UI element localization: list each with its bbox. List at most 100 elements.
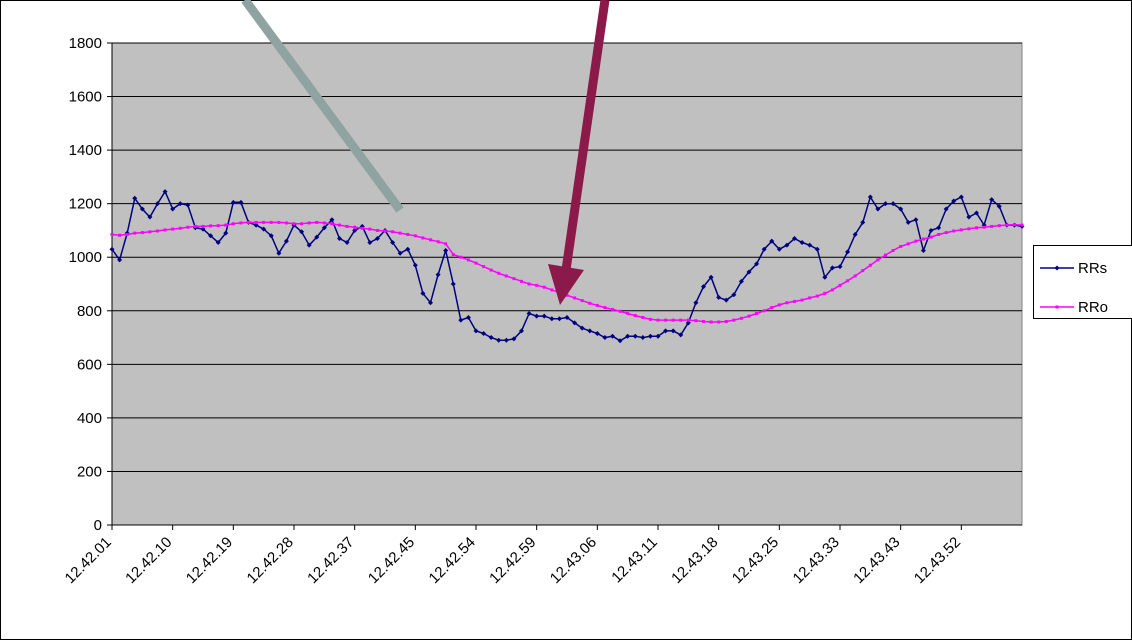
point-marker <box>565 293 569 297</box>
point-marker <box>542 285 546 289</box>
point-marker <box>519 328 524 334</box>
point-marker <box>473 328 479 334</box>
point-marker <box>412 262 418 268</box>
point-marker <box>421 236 425 240</box>
point-marker <box>413 234 417 238</box>
point-marker <box>679 318 683 322</box>
point-marker <box>247 220 250 224</box>
point-marker <box>792 235 797 241</box>
point-marker <box>345 224 349 228</box>
point-marker <box>747 314 751 318</box>
point-marker <box>717 320 721 324</box>
point-marker <box>708 274 714 280</box>
point-marker <box>429 238 432 242</box>
point-marker <box>277 220 281 224</box>
point-marker <box>147 214 153 220</box>
point-marker <box>489 268 493 272</box>
point-marker <box>496 337 502 343</box>
point-marker <box>928 227 934 233</box>
point-marker <box>322 221 326 225</box>
point-marker <box>814 246 820 252</box>
point-marker <box>178 226 182 230</box>
point-marker <box>800 298 804 302</box>
point-marker <box>292 222 296 226</box>
point-marker <box>186 225 190 229</box>
point-marker <box>937 232 941 236</box>
point-marker <box>640 335 646 341</box>
point-marker <box>535 283 539 287</box>
point-marker <box>497 271 501 275</box>
point-marker <box>155 201 160 207</box>
annotation-arrowhead <box>548 264 584 305</box>
point-marker <box>943 206 949 212</box>
point-marker <box>338 223 341 227</box>
point-marker <box>617 338 623 344</box>
point-marker <box>611 307 614 311</box>
point-marker <box>647 333 653 339</box>
point-marker <box>330 222 334 226</box>
point-marker <box>132 195 138 201</box>
point-marker <box>594 331 600 337</box>
point-marker <box>534 313 540 319</box>
point-marker <box>920 248 926 254</box>
point-marker <box>861 269 865 273</box>
point-marker <box>511 336 517 342</box>
point-marker <box>785 301 789 305</box>
point-marker <box>761 246 767 252</box>
point-marker <box>541 313 547 319</box>
point-marker <box>465 314 471 320</box>
point-marker <box>860 219 866 225</box>
point-marker <box>738 278 744 284</box>
point-marker <box>459 255 463 259</box>
point-marker <box>1005 223 1009 227</box>
point-marker <box>239 221 243 225</box>
legend-marker <box>1054 265 1060 271</box>
point-marker <box>610 333 615 339</box>
point-marker <box>573 296 577 300</box>
y-tick-label: 1600 <box>69 89 102 106</box>
point-marker <box>276 250 282 256</box>
point-marker <box>936 225 942 231</box>
point-marker <box>580 299 584 303</box>
point-marker <box>1020 223 1024 227</box>
point-marker <box>709 320 713 324</box>
y-tick-label: 1000 <box>69 249 102 266</box>
point-marker <box>603 306 607 310</box>
point-marker <box>838 283 842 287</box>
point-marker <box>724 319 728 323</box>
point-marker <box>701 284 706 290</box>
point-marker <box>321 225 327 231</box>
point-marker <box>746 269 752 275</box>
point-marker <box>625 333 631 339</box>
point-marker <box>921 237 925 241</box>
point-marker <box>974 210 979 216</box>
point-marker <box>822 274 828 280</box>
point-marker <box>283 238 289 244</box>
point-marker <box>875 206 881 212</box>
y-tick-label: 0 <box>94 517 102 534</box>
point-marker <box>269 220 273 224</box>
point-marker <box>230 199 236 205</box>
point-marker <box>663 328 669 334</box>
point-marker <box>109 246 115 252</box>
point-marker <box>171 227 175 231</box>
point-marker <box>632 333 638 339</box>
point-marker <box>883 201 888 207</box>
point-marker <box>208 233 214 239</box>
point-marker <box>996 203 1002 209</box>
point-marker <box>664 318 668 322</box>
point-marker <box>148 230 152 234</box>
point-marker <box>731 292 737 298</box>
point-marker <box>807 242 813 248</box>
point-marker <box>776 246 782 252</box>
point-marker <box>845 249 851 255</box>
point-marker <box>383 229 387 233</box>
point-marker <box>512 277 516 281</box>
point-marker <box>526 310 532 316</box>
point-marker <box>368 227 372 231</box>
point-marker <box>367 239 373 245</box>
point-marker <box>830 288 834 292</box>
point-marker <box>929 235 933 239</box>
point-marker <box>215 239 221 245</box>
point-marker <box>224 223 228 227</box>
